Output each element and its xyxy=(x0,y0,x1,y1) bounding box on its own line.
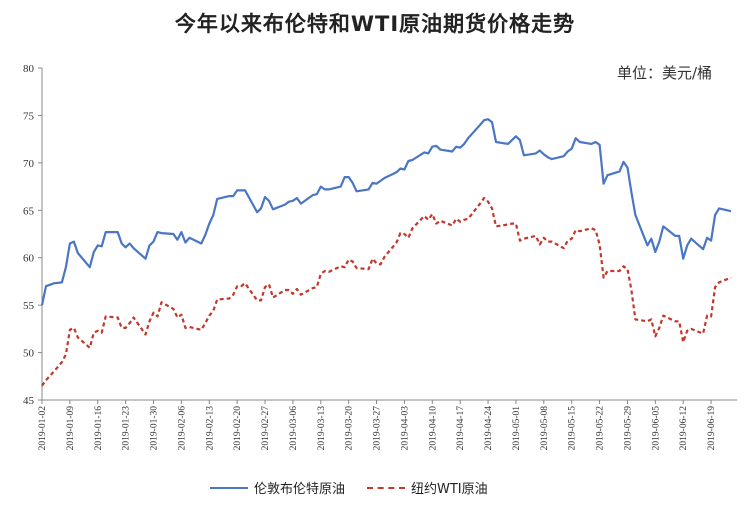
series-layer xyxy=(40,118,732,387)
series-line-brent xyxy=(40,118,732,306)
y-tick-label: 55 xyxy=(23,300,35,312)
x-tick-label: 2019-01-16 xyxy=(94,406,104,451)
legend-swatch-wti xyxy=(367,486,406,489)
unit-label: 单位：美元/桶 xyxy=(616,64,712,82)
legend-swatch-brent xyxy=(210,486,248,489)
x-tick-label: 2019-01-30 xyxy=(150,406,160,451)
x-tick-label: 2019-04-17 xyxy=(456,406,466,451)
x-tick-label: 2019-03-06 xyxy=(289,406,299,451)
x-tick-label: 2019-05-08 xyxy=(540,406,550,451)
x-axis: 2019-01-02 2019-01-09 2019-01-16 2019-01-23… xyxy=(38,399,737,451)
x-tick-label: 2019-06-05 xyxy=(651,406,661,451)
x-tick-label: 2019-03-13 xyxy=(317,406,327,451)
x-tick-label: 2019-05-01 xyxy=(512,406,522,451)
legend-item-wti: 纽约WTI原油 xyxy=(367,478,488,497)
y-tick-label: 60 xyxy=(23,253,35,265)
x-tick-label: 2019-05-29 xyxy=(623,406,633,451)
legend: 伦敦布伦特原油 纽约WTI原油 xyxy=(210,478,510,497)
x-tick-label: 2019-03-27 xyxy=(373,406,383,451)
y-tick-label: 45 xyxy=(23,395,35,407)
y-tick-label: 80 xyxy=(23,63,35,75)
x-tick-label: 2019-04-10 xyxy=(428,406,438,451)
y-tick-label: 70 xyxy=(23,158,35,170)
y-tick-label: 50 xyxy=(23,348,35,360)
x-tick-label: 2019-01-09 xyxy=(66,406,76,451)
series-line-wti xyxy=(41,196,732,387)
x-tick-label: 2019-02-13 xyxy=(205,406,215,451)
x-tick-label: 2019-03-20 xyxy=(345,406,355,451)
x-tick-label: 2019-01-23 xyxy=(122,406,132,451)
x-tick-label: 2019-06-12 xyxy=(679,406,689,451)
y-axis: 45 50 55 60 65 70 75 80 xyxy=(23,63,43,407)
x-tick-label: 2019-02-20 xyxy=(233,406,243,451)
x-tick-label: 2019-06-19 xyxy=(707,406,717,451)
legend-item-brent: 伦敦布伦特原油 xyxy=(210,478,345,497)
legend-label-brent: 伦敦布伦特原油 xyxy=(254,482,346,497)
x-tick-label: 2019-04-24 xyxy=(484,406,494,451)
x-tick-label: 2019-01-02 xyxy=(38,406,48,451)
legend-label-wti: 纽约WTI原油 xyxy=(411,482,488,497)
x-tick-label: 2019-02-27 xyxy=(261,406,271,451)
y-tick-label: 65 xyxy=(23,205,35,217)
x-tick-label: 2019-02-06 xyxy=(177,406,187,451)
x-tick-label: 2019-05-15 xyxy=(568,406,578,451)
x-tick-label: 2019-04-03 xyxy=(400,406,410,451)
chart-title: 今年以来布伦特和WTI原油期货价格走势 xyxy=(174,12,576,36)
x-tick-label: 2019-05-22 xyxy=(596,406,606,451)
y-tick-label: 75 xyxy=(23,110,35,122)
